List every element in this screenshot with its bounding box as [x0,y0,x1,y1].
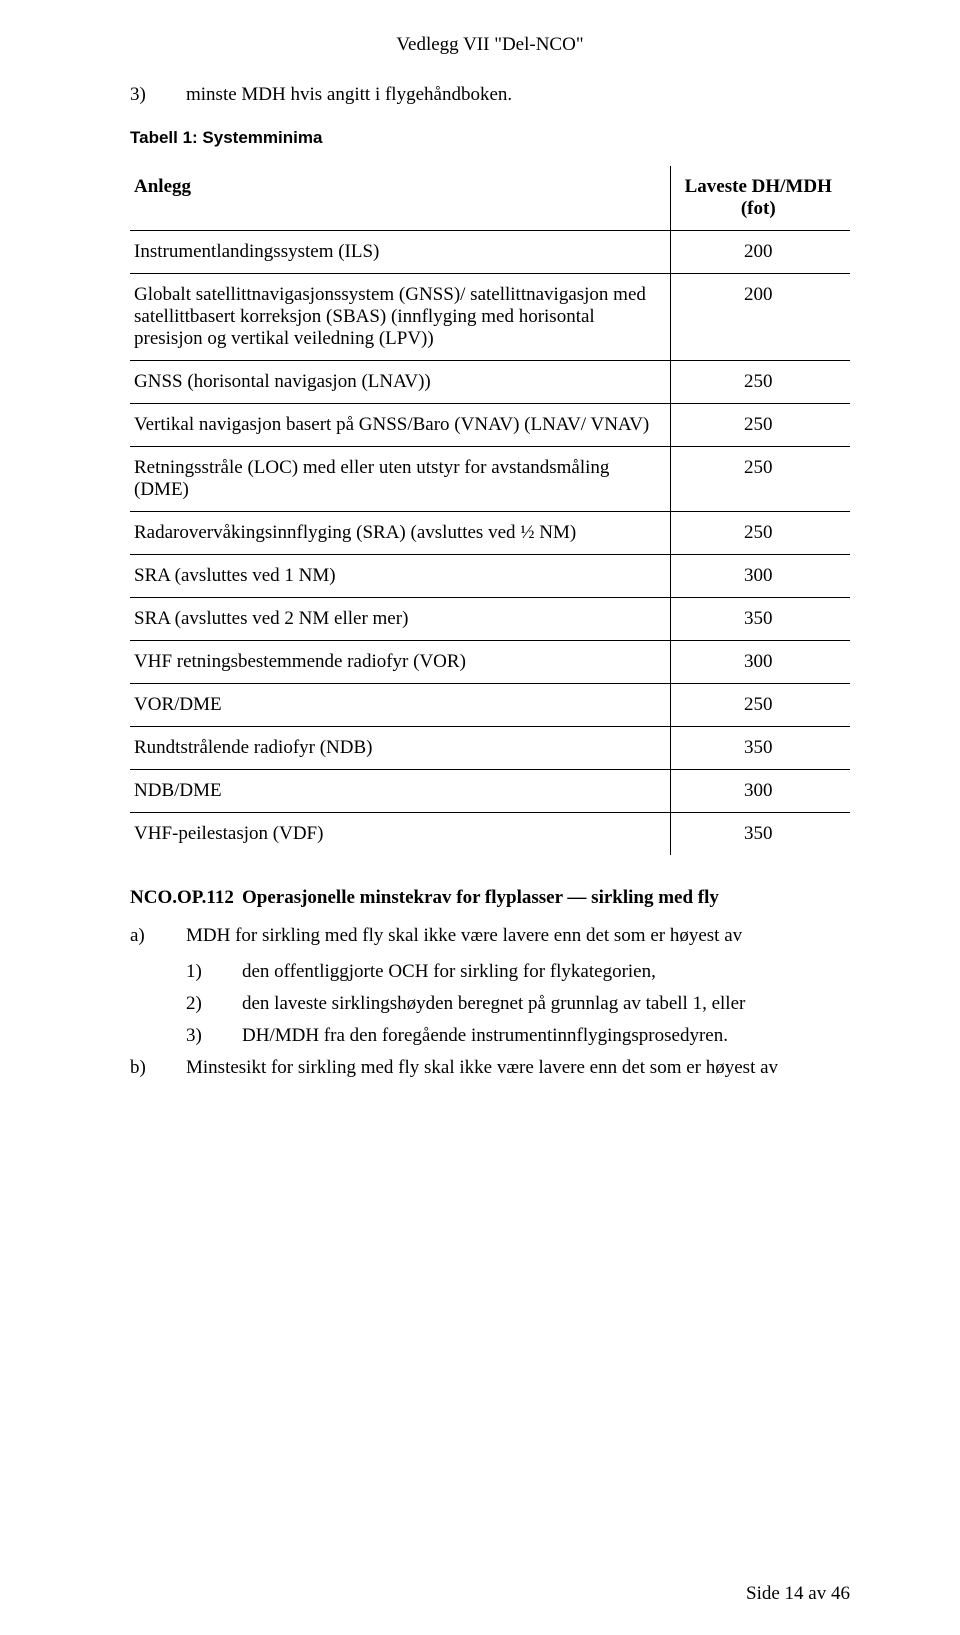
row-label: VHF retningsbestemmende radiofyr (VOR) [130,641,670,684]
col-dhmdh-line1: Laveste DH/MDH [685,176,832,197]
row-value: 200 [670,274,850,361]
col-anlegg: Anlegg [130,166,670,231]
table-header-row: Anlegg Laveste DH/MDH (fot) [130,166,850,231]
intro-text: minste MDH hvis angitt i flygehåndboken. [186,84,850,106]
table-row: VOR/DME 250 [130,684,850,727]
row-label: Vertikal navigasjon basert på GNSS/Baro … [130,404,670,447]
row-label: GNSS (horisontal navigasjon (LNAV)) [130,361,670,404]
item-a: a) MDH for sirkling med fly skal ikke væ… [130,925,850,947]
subitem-a3: 3) DH/MDH fra den foregående instrumenti… [186,1025,850,1047]
row-value: 350 [670,727,850,770]
table-row: SRA (avsluttes ved 1 NM) 300 [130,555,850,598]
page-footer: Side 14 av 46 [746,1583,850,1605]
row-value: 200 [670,231,850,274]
row-value: 300 [670,770,850,813]
header-title: Vedlegg VII "Del-NCO" [396,34,583,55]
row-label: Retningsstråle (LOC) med eller uten utst… [130,447,670,512]
table-row: VHF-peilestasjon (VDF) 350 [130,813,850,856]
table-row: Rundtstrålende radiofyr (NDB) 350 [130,727,850,770]
table-row: Vertikal navigasjon basert på GNSS/Baro … [130,404,850,447]
item-b: b) Minstesikt for sirkling med fly skal … [130,1057,850,1079]
intro-number: 3) [130,84,186,106]
subitem-text: DH/MDH fra den foregående instrumentinnf… [242,1025,850,1047]
row-value: 250 [670,684,850,727]
table-row: Instrumentlandingssystem (ILS) 200 [130,231,850,274]
row-label: SRA (avsluttes ved 1 NM) [130,555,670,598]
item-text: Minstesikt for sirkling med fly skal ikk… [186,1057,850,1079]
row-value: 300 [670,641,850,684]
subitem-text: den laveste sirklingshøyden beregnet på … [242,993,850,1015]
row-label: Instrumentlandingssystem (ILS) [130,231,670,274]
item-label: b) [130,1057,186,1079]
table-row: GNSS (horisontal navigasjon (LNAV)) 250 [130,361,850,404]
row-label: Globalt satellittnavigasjonssystem (GNSS… [130,274,670,361]
table-body: Instrumentlandingssystem (ILS) 200 Globa… [130,231,850,856]
row-value: 250 [670,447,850,512]
section-code: NCO.OP.112 [130,887,242,909]
row-label: SRA (avsluttes ved 2 NM eller mer) [130,598,670,641]
subitem-a1: 1) den offentliggjorte OCH for sirkling … [186,961,850,983]
subitem-label: 1) [186,961,242,983]
row-value: 250 [670,404,850,447]
table-row: Globalt satellittnavigasjonssystem (GNSS… [130,274,850,361]
table-row: Radarovervåkingsinnflyging (SRA) (avslut… [130,512,850,555]
subitem-a2: 2) den laveste sirklingshøyden beregnet … [186,993,850,1015]
col-dhmdh-line2: (fot) [741,198,776,219]
page-header: Vedlegg VII "Del-NCO" [130,34,850,56]
col-dhmdh: Laveste DH/MDH (fot) [670,166,850,231]
footer-text: Side 14 av 46 [746,1583,850,1604]
row-label: VHF-peilestasjon (VDF) [130,813,670,856]
row-label: Radarovervåkingsinnflyging (SRA) (avslut… [130,512,670,555]
subitem-label: 3) [186,1025,242,1047]
subitem-text: den offentliggjorte OCH for sirkling for… [242,961,850,983]
table-title: Tabell 1: Systemminima [130,128,850,148]
item-label: a) [130,925,186,947]
row-value: 250 [670,512,850,555]
row-label: Rundtstrålende radiofyr (NDB) [130,727,670,770]
row-label: VOR/DME [130,684,670,727]
subitem-label: 2) [186,993,242,1015]
table-row: Retningsstråle (LOC) med eller uten utst… [130,447,850,512]
section-heading: NCO.OP.112 Operasjonelle minstekrav for … [130,887,850,909]
item-text: MDH for sirkling med fly skal ikke være … [186,925,850,947]
row-value: 350 [670,598,850,641]
row-value: 250 [670,361,850,404]
row-value: 350 [670,813,850,856]
section-title: Operasjonelle minstekrav for flyplasser … [242,887,719,909]
table-row: SRA (avsluttes ved 2 NM eller mer) 350 [130,598,850,641]
table-row: NDB/DME 300 [130,770,850,813]
table-row: VHF retningsbestemmende radiofyr (VOR) 3… [130,641,850,684]
row-label: NDB/DME [130,770,670,813]
systemminima-table: Anlegg Laveste DH/MDH (fot) Instrumentla… [130,166,850,855]
page: Vedlegg VII "Del-NCO" 3) minste MDH hvis… [0,0,960,1635]
intro-paragraph: 3) minste MDH hvis angitt i flygehåndbok… [130,84,850,106]
row-value: 300 [670,555,850,598]
